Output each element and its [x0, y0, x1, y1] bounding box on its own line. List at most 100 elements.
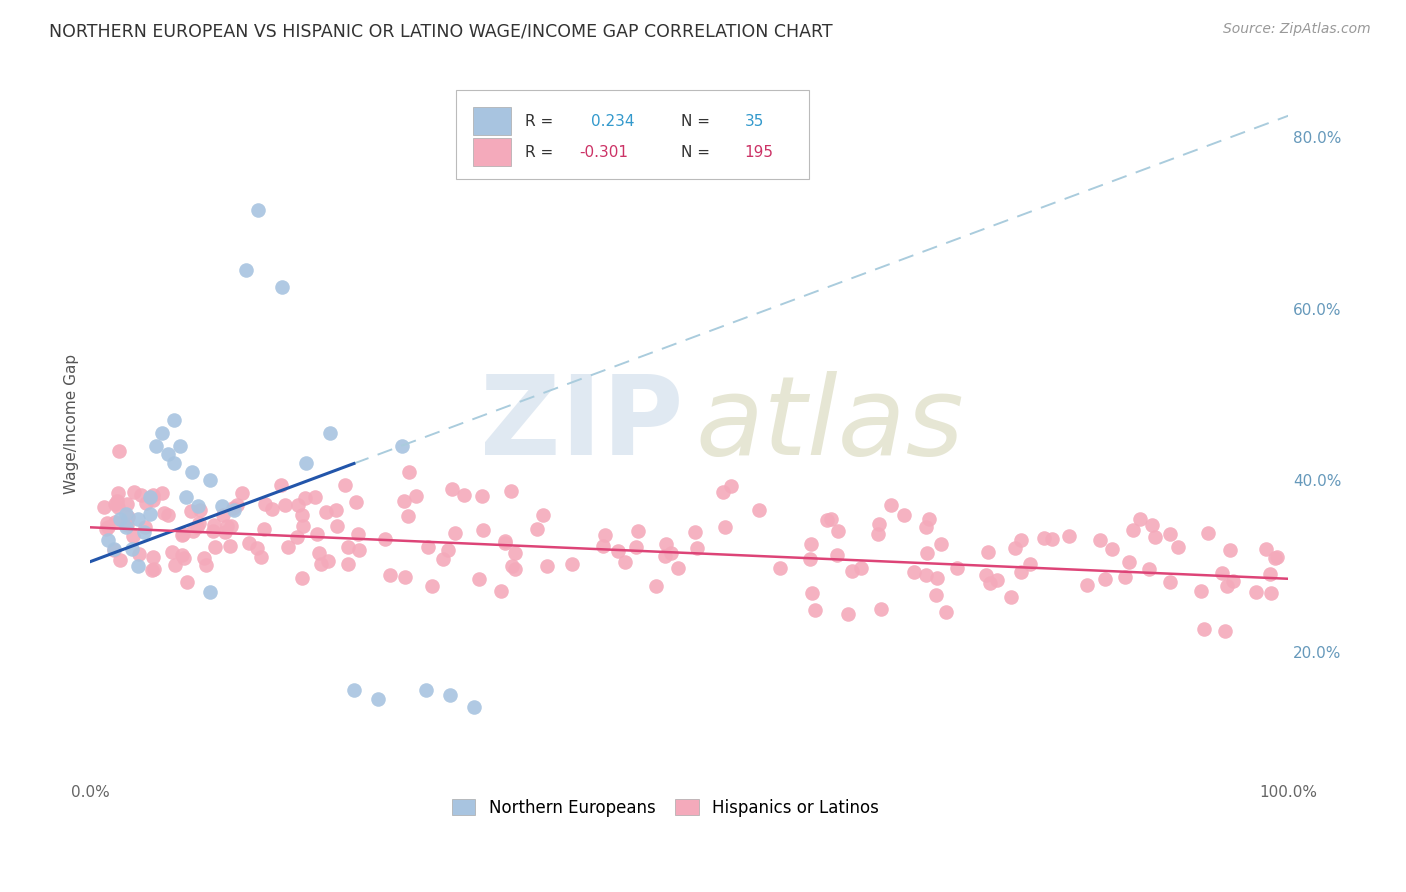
Point — [1244, 585, 1267, 599]
Point — [198, 473, 221, 487]
Text: N =: N = — [681, 113, 710, 128]
Point — [304, 490, 326, 504]
Point — [290, 571, 312, 585]
Point — [1258, 566, 1281, 581]
Point — [105, 493, 128, 508]
Point — [1076, 578, 1098, 592]
Point — [1118, 556, 1140, 570]
Point — [214, 525, 236, 540]
Point — [115, 497, 138, 511]
Point — [614, 555, 637, 569]
Point — [1144, 530, 1167, 544]
Point — [595, 528, 617, 542]
Point — [270, 478, 292, 492]
Point — [592, 539, 614, 553]
Point — [181, 524, 204, 538]
Point — [96, 516, 118, 530]
Point — [1004, 541, 1026, 555]
Point — [929, 537, 952, 551]
Point — [163, 413, 186, 427]
Point — [187, 516, 209, 530]
Point — [97, 533, 120, 548]
Point — [108, 444, 131, 458]
Point — [1213, 624, 1236, 639]
Point — [193, 551, 215, 566]
Point — [163, 456, 186, 470]
Point — [141, 488, 163, 502]
Point — [122, 485, 145, 500]
Point — [292, 518, 315, 533]
Point — [187, 499, 209, 513]
Point — [986, 574, 1008, 588]
Point — [180, 504, 202, 518]
Point — [201, 524, 224, 538]
Text: 0.234: 0.234 — [591, 113, 634, 128]
Point — [494, 536, 516, 550]
Point — [204, 541, 226, 555]
Point — [222, 503, 245, 517]
Point — [309, 557, 332, 571]
Point — [211, 499, 233, 513]
Point — [531, 508, 554, 523]
Point — [1159, 575, 1181, 590]
Point — [1211, 566, 1233, 581]
Text: R =: R = — [526, 113, 554, 128]
Point — [686, 541, 709, 555]
Point — [202, 517, 225, 532]
Point — [1219, 543, 1241, 558]
Point — [526, 522, 548, 536]
Text: 195: 195 — [745, 145, 773, 160]
Point — [645, 579, 668, 593]
Point — [536, 559, 558, 574]
Point — [979, 575, 1001, 590]
Point — [238, 536, 260, 550]
Point — [174, 491, 197, 505]
Point — [173, 551, 195, 566]
Point — [134, 524, 156, 539]
Point — [142, 493, 165, 508]
Point — [394, 494, 416, 508]
Point — [374, 533, 396, 547]
Point — [104, 497, 127, 511]
Point — [915, 546, 938, 560]
Point — [157, 508, 180, 523]
Point — [870, 602, 893, 616]
Point — [336, 540, 359, 554]
Text: NORTHERN EUROPEAN VS HISPANIC OR LATINO WAGE/INCOME GAP CORRELATION CHART: NORTHERN EUROPEAN VS HISPANIC OR LATINO … — [49, 22, 832, 40]
Point — [129, 488, 152, 502]
Point — [294, 491, 316, 505]
Point — [1222, 574, 1244, 588]
Point — [115, 517, 138, 532]
Legend: Northern Europeans, Hispanics or Latinos: Northern Europeans, Hispanics or Latinos — [444, 790, 887, 825]
Point — [489, 583, 512, 598]
Point — [172, 527, 194, 541]
Point — [305, 526, 328, 541]
Point — [325, 503, 347, 517]
Point — [918, 512, 941, 526]
Point — [748, 503, 770, 517]
Point — [103, 541, 125, 556]
Point — [394, 570, 416, 584]
Point — [150, 485, 173, 500]
Point — [841, 564, 863, 578]
Point — [308, 546, 330, 560]
Point — [1159, 526, 1181, 541]
Point — [1167, 541, 1189, 555]
Point — [135, 496, 157, 510]
Point — [246, 541, 269, 556]
Point — [1198, 525, 1220, 540]
Point — [115, 520, 138, 534]
Point — [444, 525, 467, 540]
Point — [219, 539, 242, 553]
Point — [398, 465, 420, 479]
Text: 35: 35 — [745, 113, 763, 128]
Point — [655, 537, 678, 551]
Point — [139, 491, 162, 505]
Point — [127, 512, 149, 526]
Point — [866, 526, 889, 541]
Point — [668, 561, 690, 575]
Point — [1140, 517, 1163, 532]
Point — [422, 579, 444, 593]
Point — [837, 607, 859, 621]
Point — [561, 557, 583, 571]
